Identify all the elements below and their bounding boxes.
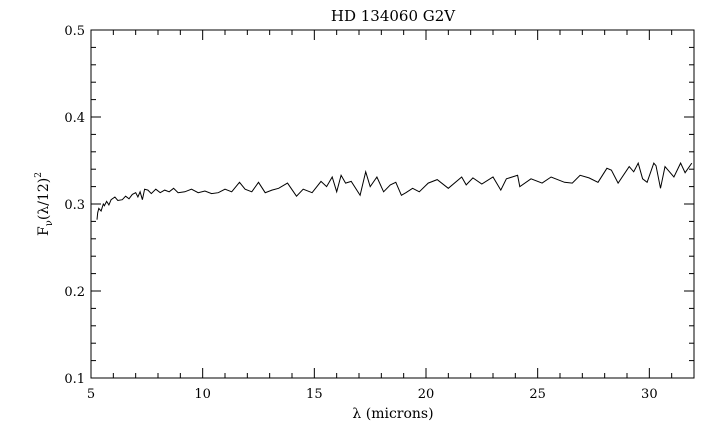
y-tick-label: 0.3	[64, 198, 85, 213]
x-tick-label: 10	[194, 387, 211, 402]
tick-labels: 5 10 15 20 25 30 0.1 0.2 0.3 0.4 0.5	[64, 24, 657, 402]
chart-title: HD 134060 G2V	[331, 7, 456, 25]
y-tick-label: 0.4	[64, 111, 85, 126]
y-tick-label: 0.5	[64, 24, 85, 39]
x-axis-label: λ (microns)	[352, 406, 433, 422]
axis-ticks	[90, 29, 695, 379]
y-label-sub: ν	[44, 220, 55, 226]
plot-frame	[90, 29, 695, 379]
x-tick-label: 15	[306, 387, 323, 402]
x-tick-label: 20	[418, 387, 435, 402]
y-label-main: F	[36, 226, 52, 236]
y-tick-label: 0.2	[64, 285, 85, 300]
y-axis-label: Fν(λ/12)2	[34, 172, 55, 236]
y-label-rest: (λ/12)	[36, 178, 52, 220]
y-label-sup: 2	[34, 172, 44, 178]
x-tick-label: 30	[641, 387, 658, 402]
series-line	[96, 161, 693, 220]
x-tick-label: 5	[87, 387, 95, 402]
x-tick-label: 25	[529, 387, 546, 402]
y-tick-label: 0.1	[64, 372, 85, 387]
